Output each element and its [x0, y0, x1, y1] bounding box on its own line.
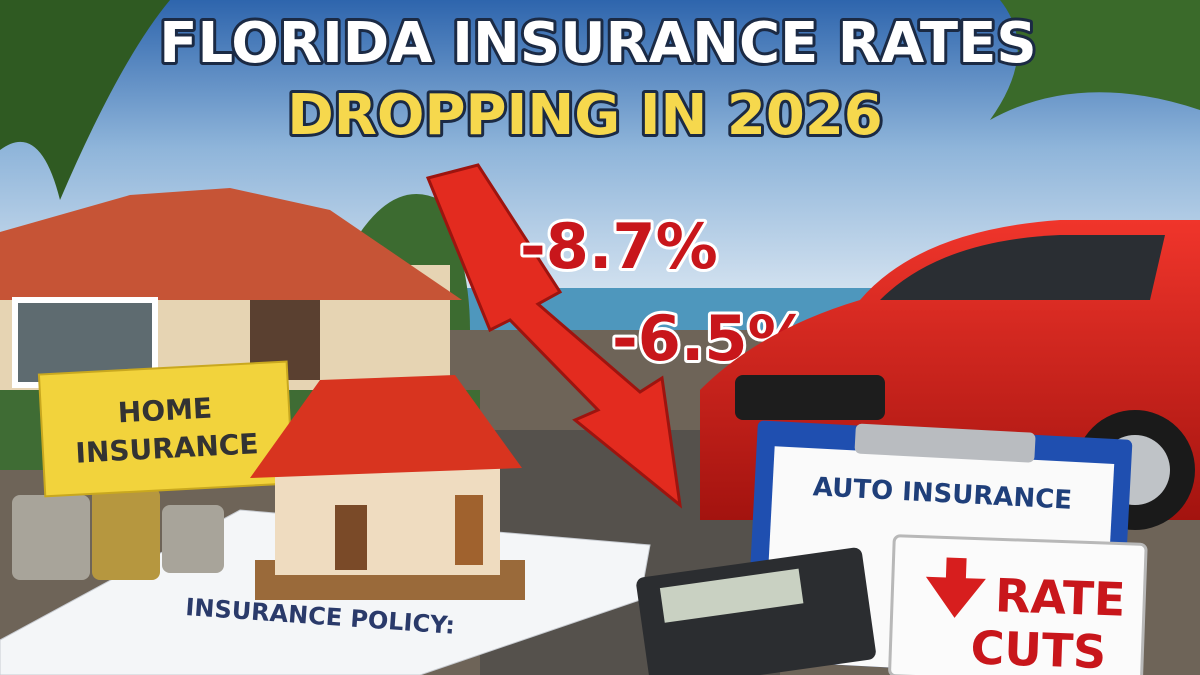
sign-text: CUTS	[970, 620, 1107, 675]
coin-stack	[92, 488, 160, 580]
sign-text: RATE	[994, 568, 1126, 627]
model-door	[455, 495, 483, 565]
car-grille	[735, 375, 885, 420]
down-icon	[925, 557, 986, 618]
title-line: DROPPING IN 2026	[287, 83, 883, 148]
clipboard-clip	[854, 423, 1036, 463]
callout: -8.7%	[520, 210, 718, 283]
model-door	[335, 505, 367, 570]
car-windshield	[880, 235, 1165, 300]
title-line: FLORIDA INSURANCE RATES	[159, 11, 1036, 76]
coin-stack	[12, 495, 90, 580]
model-roof	[250, 375, 522, 478]
rate-cuts-sign: RATE CUTS	[888, 534, 1148, 675]
sign-text: HOME	[117, 392, 213, 430]
palm-left	[0, 0, 170, 200]
palm-right	[990, 0, 1200, 120]
coin-stack	[162, 505, 224, 573]
home-sign: HOME INSURANCE	[37, 360, 295, 498]
down-arrow	[425, 163, 683, 509]
house-roof	[0, 188, 462, 300]
coin-stacks	[12, 488, 224, 580]
calculator-screen	[659, 568, 804, 623]
